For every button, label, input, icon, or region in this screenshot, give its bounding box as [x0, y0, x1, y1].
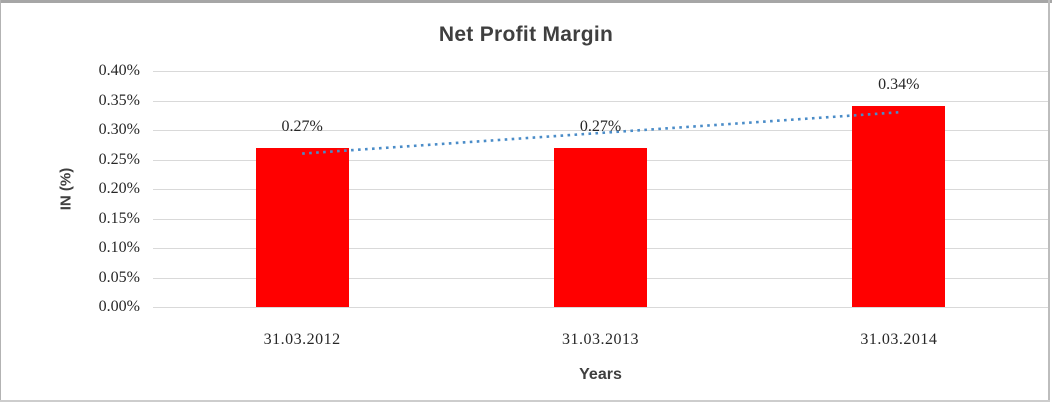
bar: [255, 147, 349, 307]
y-tick-label: 0.30%: [98, 121, 140, 138]
frame-border-right: [1048, 0, 1050, 401]
y-tick-label: 0.10%: [98, 239, 140, 256]
y-tick-label: 0.05%: [98, 269, 140, 286]
bar: [554, 147, 647, 307]
y-tick-label: 0.25%: [98, 151, 140, 168]
frame-border-bottom: [0, 400, 1050, 402]
bar-data-label: 0.27%: [579, 117, 622, 135]
y-tick-label: 0.35%: [98, 92, 140, 109]
y-tick-label: 0.40%: [98, 62, 140, 79]
gridline: [153, 307, 1048, 308]
y-tick-label: 0.20%: [98, 180, 140, 197]
frame-border-left: [0, 0, 1, 401]
chart-title: Net Profit Margin: [438, 23, 614, 46]
y-axis-title-text: IN (%): [57, 167, 75, 211]
bar-data-label: 0.34%: [878, 76, 920, 94]
y-tick-label: 0.00%: [98, 298, 140, 315]
y-tick-label: 0.15%: [98, 210, 140, 227]
x-axis-title: Years: [579, 366, 622, 383]
bar: [852, 106, 946, 307]
x-category-label: 31.03.2012: [263, 331, 341, 348]
gridline: [153, 101, 1048, 102]
gridline: [153, 71, 1048, 72]
x-category-label: 31.03.2013: [562, 331, 639, 348]
bar-data-label: 0.27%: [281, 117, 323, 135]
frame-border-top: [0, 0, 1052, 3]
x-category-label: 31.03.2014: [860, 331, 938, 348]
